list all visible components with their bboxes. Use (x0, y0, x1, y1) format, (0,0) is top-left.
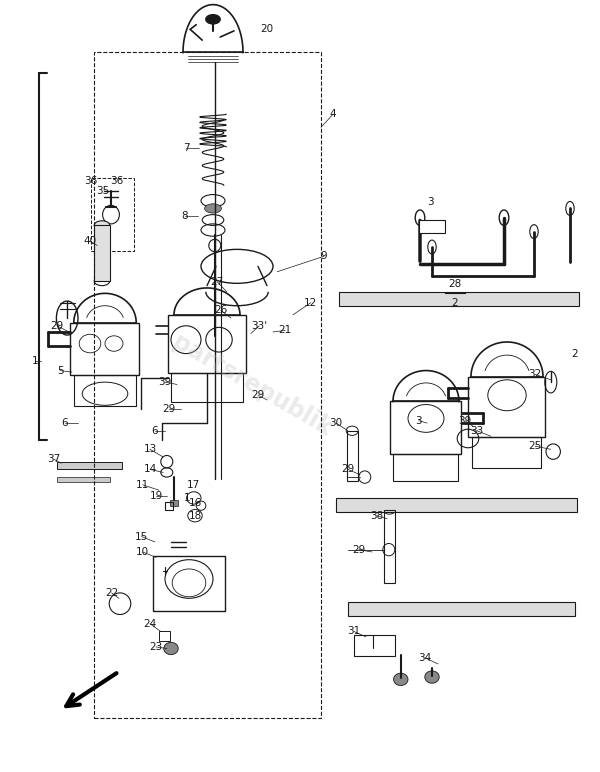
Bar (354, 635, 395, 656)
Text: 14: 14 (143, 465, 157, 474)
Text: 16: 16 (189, 499, 202, 508)
Ellipse shape (499, 210, 509, 225)
Ellipse shape (566, 201, 574, 215)
Bar (336, 498, 577, 512)
Bar (393, 454, 458, 481)
Text: 23: 23 (149, 642, 163, 652)
Text: 25: 25 (529, 442, 542, 451)
Text: 28: 28 (448, 279, 461, 289)
Text: 29: 29 (341, 465, 355, 474)
Text: 20: 20 (260, 25, 274, 34)
Ellipse shape (94, 221, 110, 230)
Text: 8: 8 (181, 212, 188, 221)
Text: 18: 18 (189, 511, 202, 520)
Text: 29: 29 (163, 405, 176, 414)
Ellipse shape (205, 204, 221, 213)
Text: 28: 28 (425, 222, 439, 231)
Bar (390, 401, 461, 454)
Bar (153, 556, 225, 611)
Bar (171, 373, 243, 402)
Ellipse shape (530, 225, 538, 239)
Text: 38: 38 (370, 511, 383, 520)
Text: 33: 33 (470, 426, 484, 435)
Text: 3: 3 (415, 416, 422, 425)
Text: 2: 2 (571, 349, 578, 358)
Bar (70, 323, 139, 375)
Text: 3: 3 (427, 198, 434, 207)
Ellipse shape (415, 210, 425, 225)
Text: 31: 31 (347, 627, 361, 636)
Text: partsrepublik: partsrepublik (168, 330, 336, 442)
Text: 9: 9 (320, 252, 328, 261)
Text: 17: 17 (187, 480, 200, 489)
Text: 15: 15 (135, 532, 148, 541)
Text: 19: 19 (149, 491, 163, 500)
Ellipse shape (425, 671, 439, 683)
Bar (74, 375, 136, 406)
Text: 32: 32 (529, 370, 542, 379)
Text: 5: 5 (56, 366, 64, 375)
Text: 36: 36 (110, 177, 124, 186)
Text: 33': 33' (251, 321, 267, 330)
Text: 29: 29 (352, 545, 365, 554)
Text: 37: 37 (47, 455, 61, 464)
Bar (472, 437, 541, 468)
Text: 11: 11 (136, 480, 149, 489)
Text: 29: 29 (251, 391, 265, 400)
Bar (347, 431, 358, 481)
Bar (165, 502, 173, 510)
Text: 39: 39 (158, 378, 172, 387)
Bar (94, 52, 321, 718)
Text: 36: 36 (85, 177, 98, 186)
Text: 34: 34 (418, 653, 431, 662)
Text: 21: 21 (278, 326, 292, 335)
Bar (168, 315, 246, 373)
Ellipse shape (164, 642, 178, 655)
Text: 13: 13 (143, 445, 157, 454)
Ellipse shape (206, 15, 220, 24)
Text: 1: 1 (184, 493, 191, 503)
Ellipse shape (394, 673, 408, 686)
Ellipse shape (428, 240, 436, 254)
Bar (384, 510, 395, 583)
Text: 4: 4 (329, 110, 337, 119)
Text: 7: 7 (182, 144, 190, 153)
Text: 39: 39 (458, 416, 472, 425)
Bar (91, 178, 134, 251)
Bar (348, 602, 575, 616)
Text: 6: 6 (151, 426, 158, 435)
Text: 40: 40 (83, 236, 97, 245)
Bar (468, 377, 545, 437)
Text: 12: 12 (304, 298, 317, 307)
Text: 30: 30 (329, 418, 343, 428)
Text: 29: 29 (50, 321, 64, 330)
Text: 26: 26 (214, 306, 227, 315)
Text: 24: 24 (143, 619, 157, 628)
Bar (159, 631, 170, 641)
Text: 2: 2 (451, 298, 458, 307)
Bar (57, 477, 110, 482)
Text: 35: 35 (97, 187, 110, 196)
Text: 22: 22 (105, 588, 118, 598)
Text: 27: 27 (211, 277, 224, 286)
Text: 6: 6 (61, 418, 68, 428)
Bar (170, 500, 178, 506)
Text: 10: 10 (136, 547, 149, 557)
Text: 1: 1 (31, 357, 38, 366)
Bar (57, 462, 122, 469)
Polygon shape (419, 220, 445, 233)
Bar (94, 225, 110, 281)
Bar (339, 292, 579, 306)
